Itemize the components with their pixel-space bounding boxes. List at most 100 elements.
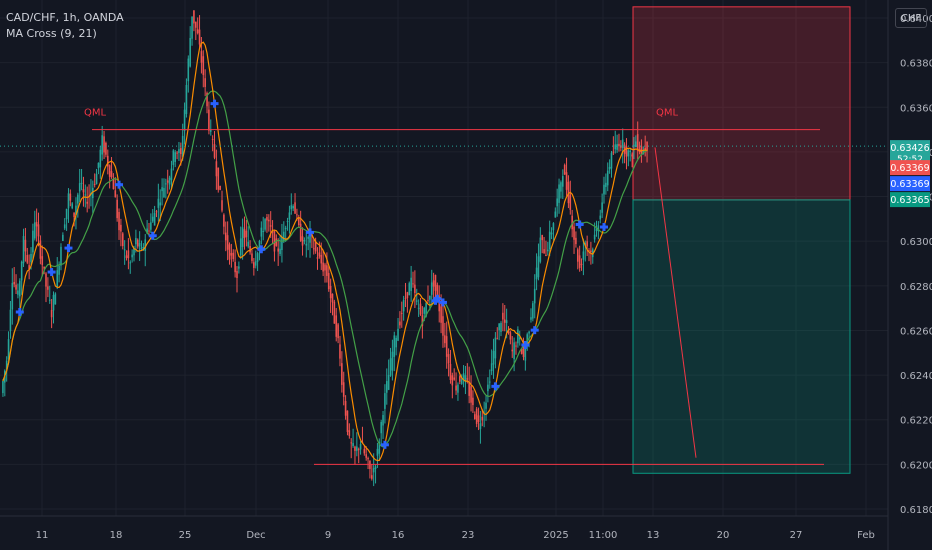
candle-body [204,78,206,87]
candle-body [294,202,296,214]
stop-loss-zone [632,6,851,201]
candle-body [415,300,418,302]
candle-body [279,248,281,255]
candle-body [408,283,411,296]
candle-body [513,342,515,360]
ma-21-line [2,90,648,448]
candle-body [646,141,648,152]
candle-body [2,380,4,394]
candle-body [105,142,107,155]
indicator-title[interactable]: MA Cross (9, 21) [6,27,97,40]
candle-body [18,280,21,297]
candle-body [636,134,639,151]
candle-body [165,183,167,185]
candle-body [60,246,62,266]
candle-body [5,360,8,370]
candle-body [625,146,628,157]
x-tick-label: 2025 [543,530,568,541]
candle-body [445,336,448,357]
candle-body [610,152,613,169]
candle-body [219,185,221,190]
candle-body [95,173,98,185]
candle-body [389,358,392,376]
candle-body [430,282,433,295]
candle-body [605,182,607,187]
candle-body [460,379,463,384]
candle-body [487,384,489,392]
candle-body [236,270,238,279]
candle-body [69,193,72,201]
candle-body [530,317,532,320]
candle-body [447,354,450,364]
candle-body [206,92,208,107]
candle-body [367,457,369,460]
candle-body [200,51,203,63]
candle-body [545,254,547,257]
candle-body [352,443,354,447]
candle-body [13,281,15,285]
candle-body [232,252,235,259]
candle-body [24,239,27,252]
candle-body [532,303,534,319]
position-zones [632,6,851,474]
candle-body [573,226,575,240]
candle-body [518,337,521,340]
candle-body [159,202,162,206]
candle-body [189,37,191,67]
candle-body [284,227,287,230]
candle-body [509,332,512,340]
candle-body [191,16,193,39]
candle-body [20,261,23,281]
candle-body [65,208,68,220]
candle-body [129,262,132,264]
candle-body [606,170,609,186]
candle-body [400,312,403,314]
candle-body [299,223,302,241]
candle-body [618,143,620,147]
candle-body [238,266,240,269]
candle-body [631,154,633,157]
symbol-title[interactable]: CAD/CHF, 1h, OANDA [6,11,124,24]
candle-body [271,231,274,233]
x-tick-label: 16 [392,530,405,541]
candle-body [507,330,510,333]
x-tick-label: 27 [790,530,803,541]
candle-body [241,227,244,247]
candles [2,10,648,487]
candle-body [462,373,465,380]
candle-body [541,234,544,241]
candle-body [268,219,270,222]
candle-body [153,213,156,226]
candle-body [597,225,600,232]
candle-body [466,378,469,380]
candle-body [50,310,53,318]
candle-body [387,374,390,390]
candle-body [275,238,278,246]
currency-button[interactable]: CHF [895,8,927,28]
candle-body [608,166,611,170]
candle-body [322,262,324,272]
candle-body [178,149,180,153]
candle-body [140,247,143,250]
candle-body [26,254,29,263]
time-axis[interactable]: 11 18 25 Dec 9 16 23 2025 11:00 13 20 27 Feb [0,515,888,541]
candle-body [477,415,480,423]
candle-body [560,182,562,192]
candle-body [500,323,502,332]
candle-body [326,265,328,276]
candle-body [144,239,147,251]
candle-body [174,152,177,162]
qml-label-left: QML [84,108,106,119]
candle-body [47,286,49,290]
candle-body [228,244,231,260]
candle-body [116,199,118,219]
candle-body [138,242,141,247]
x-tick-label: 23 [462,530,475,541]
candle-body [342,382,345,397]
candle-body [131,254,133,258]
candle-body [324,264,326,271]
x-tick-label: 25 [179,530,192,541]
candle-body [127,250,130,259]
candle-body [520,348,523,354]
